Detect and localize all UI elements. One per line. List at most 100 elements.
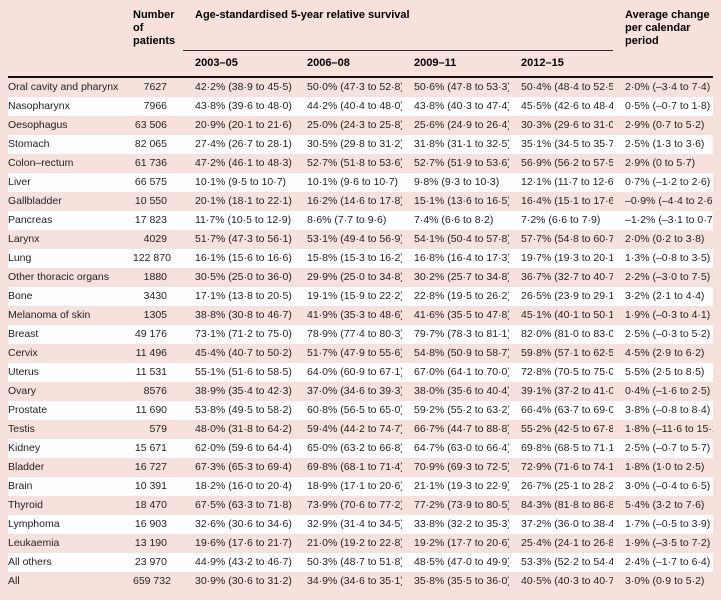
survival-2003-05: 51·7% (47·3 to 56·1) — [195, 233, 292, 245]
survival-2006-08: 51·7% (47·9 to 55·6) — [307, 347, 402, 359]
table-row: Larynx 4029 51·7% (47·3 to 56·1) 53·1% (49·… — [8, 230, 713, 249]
row-label: Lymphoma — [8, 518, 60, 530]
table-row: Colon–rectum 61 736 47·2% (46·1 to 48·3) 52… — [8, 154, 713, 173]
patients-count: 11 496 — [135, 347, 167, 359]
table-row: Leukaemia 13 190 19·6% (17·6 to 21·7) 21·0%… — [8, 534, 713, 553]
survival-2003-05: 17·1% (13·8 to 20·5) — [195, 290, 292, 302]
table-row: Bone 3430 17·1% (13·8 to 20·5) 19·1% (15·9 … — [8, 287, 714, 306]
survival-2006-08: 52·7% (51·8 to 53·6) — [307, 157, 402, 169]
avg-change: 5·5% (2·5 to 8·5) — [625, 366, 705, 378]
table-row: Pancreas 17 823 11·7% (10·5 to 12·9) 8·6% (… — [8, 211, 714, 230]
table-row: Lymphoma 16 903 32·6% (30·6 to 34·6) 32·9% … — [8, 515, 714, 534]
avg-change: 0·5% (–0·7 to 1·8) — [625, 100, 711, 112]
survival-2012-15: 82·0% (81·0 to 83·0) — [521, 328, 614, 340]
avg-change: 1·3% (–0·8 to 3·5) — [625, 252, 711, 264]
table-row: Bladder 16 727 67·3% (65·3 to 69·4) 69·8% (… — [8, 458, 713, 477]
patients-count: 4029 — [143, 233, 167, 245]
survival-2006-08: 37·0% (34·6 to 39·3) — [307, 385, 402, 397]
avg-change: 3·0% (0·9 to 5·2) — [625, 575, 705, 587]
survival-2009-11: 66·7% (44·7 to 88·8) — [414, 423, 509, 435]
survival-2006-08: 8·6% (7·7 to 9·6) — [307, 214, 387, 226]
patients-count: 16 727 — [134, 461, 167, 473]
survival-2003-05: 55·1% (51·6 to 58·5) — [195, 366, 292, 378]
survival-2006-08: 29·9% (25·0 to 34·8) — [307, 271, 402, 283]
survival-2012-15: 45·1% (40·1 to 50·1) — [521, 309, 614, 321]
survival-2003-05: 53·8% (49·5 to 58·2) — [195, 404, 292, 416]
row-label: Uterus — [8, 366, 39, 378]
survival-2009-11: 15·1% (13·6 to 16·5) — [414, 195, 509, 207]
patients-count: 15 671 — [134, 442, 167, 454]
survival-2006-08: 65·0% (63·2 to 66·8) — [307, 442, 402, 454]
survival-2012-15: 84·3% (81·8 to 86·8) — [521, 499, 614, 511]
empty-header-cell — [8, 51, 133, 78]
survival-2006-08: 44·2% (40·4 to 48·0) — [307, 100, 402, 112]
patients-count: 7627 — [143, 81, 167, 93]
patients-count: 11 690 — [135, 404, 167, 416]
survival-2006-08: 18·9% (17·1 to 20·6) — [307, 480, 402, 492]
row-label: Oesophagus — [8, 119, 68, 131]
row-label: Brain — [8, 480, 33, 492]
survival-2003-05: 45·4% (40·7 to 50·2) — [195, 347, 292, 359]
table-row: Melanoma of skin 1305 38·8% (30·8 to 46·7)… — [8, 306, 713, 325]
patients-count: 17 823 — [134, 214, 167, 226]
patients-count: 61 736 — [134, 157, 167, 169]
survival-2012-15: 72·8% (70·5 to 75·0) — [521, 366, 614, 378]
avg-change: 1·8% (–11·6 to 15·1) — [625, 423, 714, 435]
row-label: Testis — [8, 423, 35, 435]
row-label: Oral cavity and pharynx — [8, 81, 119, 93]
row-label: Lung — [8, 252, 32, 264]
table-row: Nasopharynx 7966 43·8% (39·6 to 48·0) 44·2%… — [8, 97, 714, 116]
survival-2009-11: 43·8% (40·3 to 47·4) — [414, 100, 509, 112]
table-row: Uterus 11 531 55·1% (51·6 to 58·5) 64·0% (6… — [8, 363, 714, 382]
survival-2003-05: 19·6% (17·6 to 21·7) — [195, 537, 292, 549]
table-row: Thyroid 18 470 67·5% (63·3 to 71·8) 73·9% (… — [8, 496, 713, 515]
survival-2003-05: 48·0% (31·8 to 64·2) — [195, 423, 292, 435]
survival-2012-15: 7·2% (6·6 to 7·9) — [521, 214, 601, 226]
table-row: All others 23 970 44·9% (43·2 to 46·7) 50·3… — [8, 553, 714, 572]
row-label: Leukaemia — [8, 537, 60, 549]
patients-count: 1880 — [143, 271, 167, 283]
survival-2012-15: 16·4% (15·1 to 17·6) — [521, 195, 614, 207]
avg-change: 2·9% (0·7 to 5·2) — [625, 119, 705, 131]
patients-count: 579 — [149, 423, 167, 435]
avg-change: 2·0% (–3·4 to 7·4) — [625, 81, 711, 93]
patients-count: 11 531 — [135, 366, 167, 378]
survival-2003-05: 43·8% (39·6 to 48·0) — [195, 100, 292, 112]
survival-2006-08: 64·0% (60·9 to 67·1) — [307, 366, 402, 378]
row-label: Nasopharynx — [8, 100, 70, 112]
survival-2012-15: 26·5% (23·9 to 29·1) — [521, 290, 614, 302]
survival-2003-05: 10·1% (9·5 to 10·7) — [195, 176, 287, 188]
survival-2009-11: 7·4% (6·6 to 8·2) — [414, 214, 494, 226]
corner-cell — [8, 0, 133, 51]
survival-2006-08: 34·9% (34·6 to 35·1) — [307, 575, 402, 587]
row-label: Colon–rectum — [8, 157, 74, 169]
table-row: Gallbladder 10 550 20·1% (18·1 to 22·1) 16·… — [8, 192, 713, 211]
survival-2009-11: 50·6% (47·8 to 53·3) — [414, 81, 509, 93]
survival-2012-15: 25·4% (24·1 to 26·8) — [521, 537, 614, 549]
period-header-2012-15: 2012–15 — [521, 57, 564, 69]
survival-2003-05: 42·2% (38·9 to 45·5) — [195, 81, 292, 93]
table-row: Liver 66 575 10·1% (9·5 to 10·7) 10·1% (9·6… — [8, 173, 714, 192]
patients-count: 63 506 — [134, 119, 167, 131]
survival-2006-08: 50·3% (48·7 to 51·8) — [307, 556, 402, 568]
survival-2009-11: 59·2% (55·2 to 63·2) — [414, 404, 509, 416]
row-label: Stomach — [8, 138, 50, 150]
survival-2003-05: 44·9% (43·2 to 46·7) — [195, 556, 292, 568]
survival-2009-11: 35·8% (35·5 to 36·0) — [414, 575, 509, 587]
survival-2009-11: 9·8% (9·3 to 10·3) — [414, 176, 500, 188]
row-label: All — [8, 575, 20, 587]
table-header: Number of patients Age-standardised 5-ye… — [8, 0, 714, 78]
survival-group-header: Age-standardised 5-year relative surviva… — [183, 0, 614, 51]
survival-2003-05: 73·1% (71·2 to 75·0) — [195, 328, 292, 340]
survival-2006-08: 10·1% (9·6 to 10·7) — [307, 176, 399, 188]
patients-count: 49 176 — [134, 328, 167, 340]
table-row: Oesophagus 63 506 20·9% (20·1 to 21·6) 25·0… — [8, 116, 713, 135]
patients-count: 10 550 — [134, 195, 167, 207]
patients-count: 1305 — [143, 309, 167, 321]
avg-change: 2·9% (0 to 5·7) — [625, 157, 696, 169]
table-row: Breast 49 176 73·1% (71·2 to 75·0) 78·9% (7… — [8, 325, 714, 344]
survival-2009-11: 41·6% (35·5 to 47·8) — [414, 309, 509, 321]
survival-2006-08: 30·5% (29·8 to 31·2) — [307, 138, 402, 150]
row-label: Thyroid — [8, 499, 44, 511]
survival-2009-11: 16·8% (16·4 to 17·3) — [414, 252, 509, 264]
